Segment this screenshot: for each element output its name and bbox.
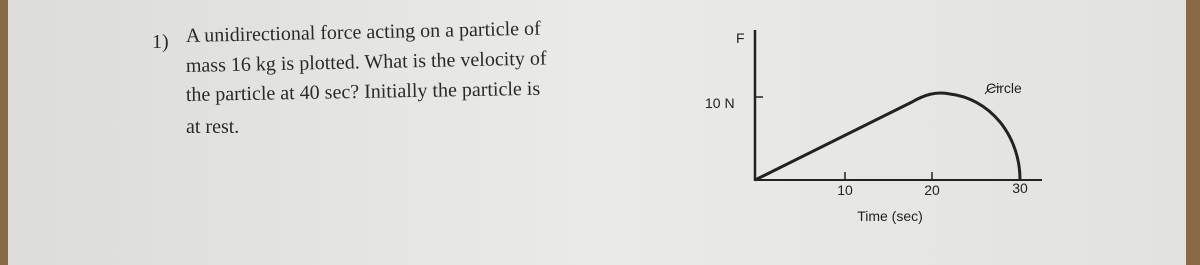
x-axis-label: Time (sec) [857, 208, 923, 224]
x-tick-label: 20 [924, 182, 940, 198]
question-number: 1) [152, 31, 169, 53]
question-line: at rest. [186, 116, 239, 138]
curve-label: Circle [986, 80, 1022, 96]
paper [8, 0, 1186, 265]
x-tick-label: 10 [837, 182, 853, 198]
y-axis-label: F [736, 30, 745, 46]
label-leader [984, 86, 1001, 95]
y-tick-label: 10 N [705, 95, 735, 111]
force-curve [754, 91, 1022, 182]
x-tick-label: 30 [1012, 180, 1028, 196]
graph-labels: F 10 N Circle 10 20 30 Time (sec) [705, 30, 1028, 224]
force-graph [753, 30, 1042, 182]
